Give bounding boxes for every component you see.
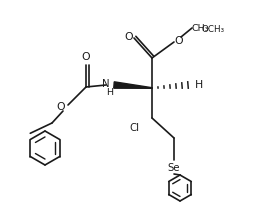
Polygon shape <box>114 82 152 88</box>
Text: OCH₃: OCH₃ <box>201 25 224 34</box>
Text: H: H <box>106 88 113 96</box>
Text: O: O <box>125 32 133 42</box>
Text: Cl: Cl <box>129 123 139 133</box>
Text: O: O <box>57 102 65 112</box>
Text: Se: Se <box>168 163 180 173</box>
Text: CH₃: CH₃ <box>192 23 210 33</box>
Text: N: N <box>102 79 110 89</box>
Text: O: O <box>175 36 183 46</box>
Text: H: H <box>195 80 203 90</box>
Text: O: O <box>82 52 90 62</box>
